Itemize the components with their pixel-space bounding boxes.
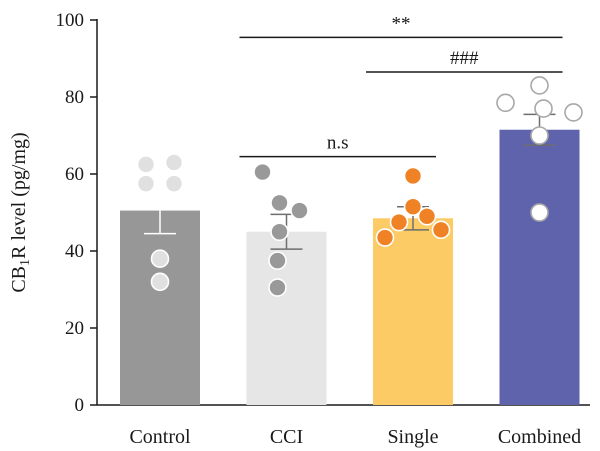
data-point (534, 99, 553, 118)
data-point (389, 212, 409, 232)
bar-combined (499, 129, 580, 405)
y-axis-label-suffix: R level (pg/mg) (8, 132, 30, 259)
data-point (403, 197, 423, 217)
bar-control (120, 210, 200, 405)
category-label-cci: CCI (270, 426, 303, 448)
data-point (268, 278, 287, 297)
bars (120, 129, 580, 405)
bar-cci (246, 231, 327, 405)
data-point (403, 166, 423, 186)
y-tick-label: 40 (65, 241, 84, 262)
data-point (530, 203, 549, 222)
data-point (530, 126, 549, 145)
data-point (150, 249, 170, 269)
y-tick-label: 80 (65, 87, 84, 108)
y-axis-label-subscript: 1 (18, 259, 33, 266)
significance-label: ** (392, 13, 411, 34)
error-bars (144, 113, 556, 250)
data-point (136, 155, 156, 174)
category-label-combined: Combined (498, 426, 581, 448)
data-point (136, 174, 156, 193)
significance-label: ### (450, 48, 479, 69)
y-tick-label: 100 (56, 10, 85, 31)
data-point (150, 272, 170, 292)
bar-single (373, 218, 453, 405)
data-point (164, 174, 184, 193)
data-point (564, 103, 583, 122)
y-tick-label: 20 (65, 318, 84, 339)
data-point (417, 207, 437, 226)
data-point (253, 162, 272, 182)
data-point (530, 76, 549, 95)
category-label-single: Single (387, 426, 438, 448)
category-labels: Control CCI Single Combined (129, 426, 581, 448)
data-point (268, 251, 287, 270)
y-tick-label: 0 (75, 395, 85, 416)
y-axis-label: CB1R level (pg/mg) (8, 132, 33, 292)
significance-brackets: ** ### n.s (239, 13, 563, 158)
data-point (290, 201, 309, 220)
y-ticks: 0 20 40 60 80 100 (56, 10, 97, 416)
data-point (431, 220, 451, 240)
data-point (270, 222, 289, 242)
significance-label: n.s (327, 133, 349, 154)
category-label-control: Control (129, 426, 191, 448)
data-point (496, 93, 515, 113)
y-tick-label: 60 (65, 164, 84, 185)
y-axis-label-prefix: CB (8, 266, 30, 293)
data-point (164, 153, 184, 172)
data-points (136, 76, 583, 297)
data-point (270, 193, 289, 213)
data-point (375, 228, 395, 247)
